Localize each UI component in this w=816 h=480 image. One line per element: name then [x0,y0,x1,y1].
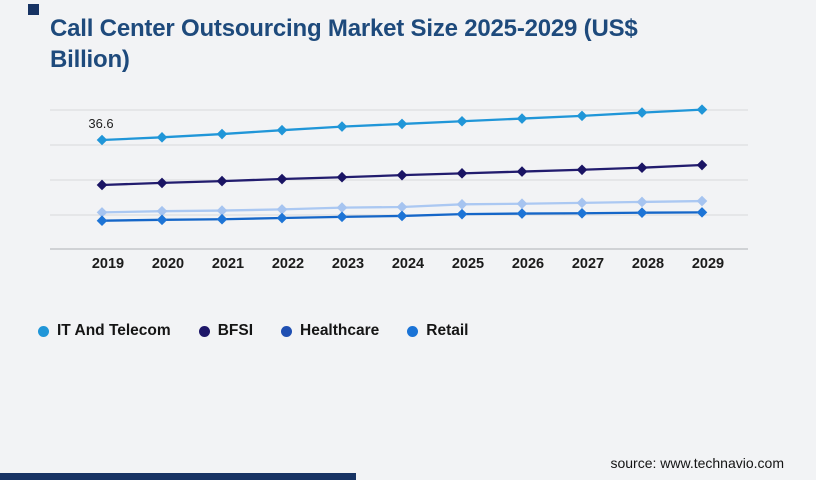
marker-bfsi-2022 [276,173,288,185]
marker-it-and-telecom-2023 [336,121,348,132]
marker-bfsi-2029 [696,159,708,171]
legend-label-bfsi: BFSI [217,322,253,339]
marker-retail-2026 [516,208,528,219]
marker-it-and-telecom-2027 [576,110,588,122]
marker-healthcare-2021 [216,205,228,216]
x-tick-label-2028: 2028 [632,256,664,272]
x-tick-label-2019: 2019 [92,256,124,272]
marker-retail-2020 [156,214,168,226]
marker-it-and-telecom-2021 [216,128,228,140]
x-tick-label-2026: 2026 [512,256,544,272]
x-tick-label-2025: 2025 [452,256,484,272]
marker-it-and-telecom-2025 [456,115,468,127]
marker-healthcare-2024 [396,201,408,213]
marker-retail-2024 [396,210,408,222]
marker-retail-2022 [276,212,288,224]
chart-title-line2: Billion) [50,46,130,73]
chart-legend: IT And Telecom BFSI Healthcare Retail [38,322,468,340]
marker-healthcare-2025 [456,199,468,210]
marker-retail-2023 [336,211,348,223]
marker-bfsi-2019 [96,179,108,191]
first-point-data-label: 36.6 [88,116,113,131]
marker-it-and-telecom-2028 [636,107,648,118]
x-tick-label-2021: 2021 [212,256,244,272]
marker-it-and-telecom-2029 [696,104,708,115]
source-attribution: source: www.technavio.com [610,455,784,471]
legend-label-retail: Retail [426,322,469,339]
legend-item-bfsi: BFSI [198,322,253,340]
marker-bfsi-2025 [456,168,468,179]
legend-item-it-and-telecom: IT And Telecom [38,322,171,340]
marker-healthcare-2029 [696,195,708,207]
marker-bfsi-2021 [216,175,228,187]
chart-title: Call Center Outsourcing Market Size 2025… [50,13,638,75]
marker-healthcare-2026 [516,198,528,210]
marker-retail-2029 [696,207,708,218]
accent-square [28,4,39,15]
marker-bfsi-2027 [576,164,588,176]
legend-item-retail: Retail [407,322,468,340]
marker-healthcare-2022 [276,204,288,215]
legend-label-it-and-telecom: IT And Telecom [57,322,171,339]
x-tick-label-2029: 2029 [692,256,724,272]
marker-it-and-telecom-2019 [96,134,108,146]
marker-healthcare-2019 [96,207,108,218]
legend-dot-retail [407,325,419,337]
marker-bfsi-2020 [156,177,168,189]
marker-healthcare-2023 [336,202,348,213]
marker-it-and-telecom-2024 [396,118,408,130]
marker-it-and-telecom-2026 [516,113,528,124]
marker-it-and-telecom-2020 [156,132,168,143]
marker-retail-2027 [576,207,588,219]
marker-bfsi-2023 [336,171,348,183]
marker-bfsi-2024 [396,169,408,181]
marker-retail-2025 [456,208,468,220]
chart-title-line1: Call Center Outsourcing Market Size 2025… [50,15,638,42]
x-tick-label-2023: 2023 [332,256,364,272]
legend-item-healthcare: Healthcare [281,322,379,340]
accent-bottom-bar [0,473,356,480]
marker-retail-2021 [216,213,228,225]
legend-dot-bfsi [198,325,210,337]
legend-label-healthcare: Healthcare [300,322,380,339]
x-tick-label-2022: 2022 [272,256,304,272]
marker-it-and-telecom-2022 [276,124,288,136]
marker-bfsi-2026 [516,166,528,177]
line-chart: 36.6 2019 2020 2021 2022 2023 2024 2025 2026 2027… [50,104,748,272]
x-tick-label-2024: 2024 [392,256,424,272]
legend-dot-healthcare [281,325,292,337]
marker-bfsi-2028 [636,162,648,174]
marker-retail-2019 [96,215,108,227]
marker-retail-2028 [636,207,648,218]
legend-dot-it-and-telecom [38,325,49,337]
x-tick-label-2020: 2020 [152,256,184,272]
marker-healthcare-2027 [576,197,588,209]
marker-healthcare-2020 [156,205,168,217]
marker-healthcare-2028 [636,196,648,208]
x-tick-label-2027: 2027 [572,256,604,272]
